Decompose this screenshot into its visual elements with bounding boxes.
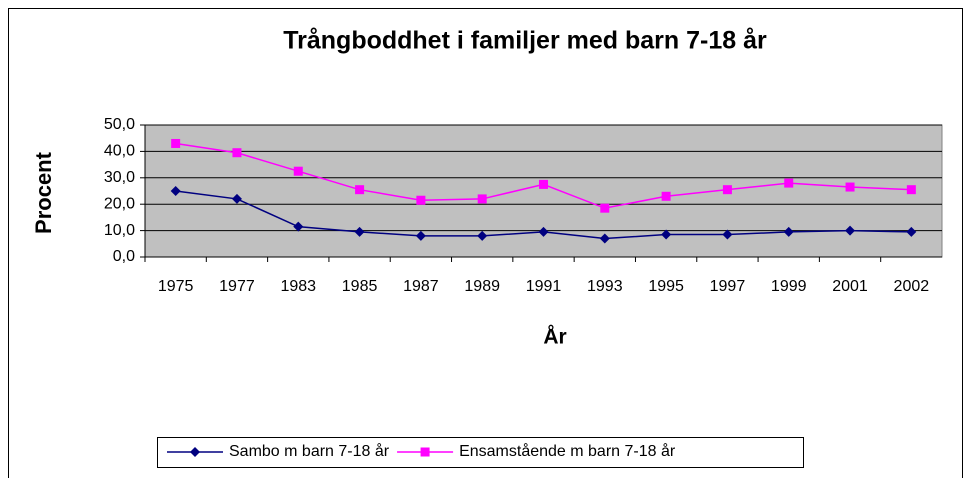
x-tick-label: 1983 <box>280 278 316 295</box>
data-point <box>906 226 917 237</box>
data-point <box>722 229 733 240</box>
data-point <box>416 195 426 205</box>
data-point <box>661 229 672 240</box>
data-point <box>661 191 671 201</box>
chart-frame <box>8 8 963 478</box>
x-tick-label: 2002 <box>894 278 930 295</box>
x-tick-label: 1993 <box>587 278 623 295</box>
x-tick-label: 1975 <box>158 278 194 295</box>
data-point <box>538 226 549 237</box>
data-point <box>171 138 181 148</box>
data-point <box>845 225 856 236</box>
data-point <box>784 178 794 188</box>
x-tick-label: 1987 <box>403 278 439 295</box>
legend-label: Sambo m barn 7-18 år <box>229 442 390 460</box>
y-tick-label: 50,0 <box>104 116 135 133</box>
x-tick-label: 1999 <box>771 278 807 295</box>
y-tick-label: 20,0 <box>104 195 135 212</box>
data-point <box>477 194 487 204</box>
x-tick-label: 1989 <box>464 278 500 295</box>
x-tick-label: 1985 <box>342 278 378 295</box>
y-axis-label: Procent <box>31 151 56 234</box>
data-point <box>355 185 365 195</box>
chart-title: Trångboddhet i familjer med barn 7-18 år <box>283 27 767 55</box>
x-tick-label: 1997 <box>710 278 746 295</box>
data-point <box>539 179 548 189</box>
data-point <box>783 226 794 237</box>
y-tick-label: 0,0 <box>113 248 135 265</box>
data-point <box>293 166 303 176</box>
data-point <box>600 203 610 213</box>
data-point <box>415 230 426 241</box>
legend-box <box>157 437 804 468</box>
data-point <box>354 226 365 237</box>
x-tick-label: 1991 <box>526 278 562 295</box>
x-tick-label: 1977 <box>219 278 255 295</box>
y-tick-label: 40,0 <box>104 143 135 160</box>
data-point <box>906 185 916 195</box>
data-point <box>170 186 181 196</box>
y-tick-label: 10,0 <box>104 222 135 239</box>
data-point <box>599 233 610 244</box>
legend-marker <box>190 447 200 457</box>
legend-marker <box>420 447 430 457</box>
data-point <box>293 221 304 232</box>
data-point <box>722 185 732 195</box>
data-point <box>231 193 242 204</box>
x-tick-label: 2001 <box>832 278 868 295</box>
x-axis-label: År <box>543 325 566 349</box>
data-point <box>232 148 242 158</box>
y-tick-label: 30,0 <box>104 169 135 186</box>
plot-area <box>144 124 943 258</box>
data-point <box>477 230 488 241</box>
data-point <box>845 182 855 192</box>
legend-label: Ensamstående m barn 7-18 år <box>459 442 676 460</box>
x-tick-label: 1995 <box>648 278 684 295</box>
